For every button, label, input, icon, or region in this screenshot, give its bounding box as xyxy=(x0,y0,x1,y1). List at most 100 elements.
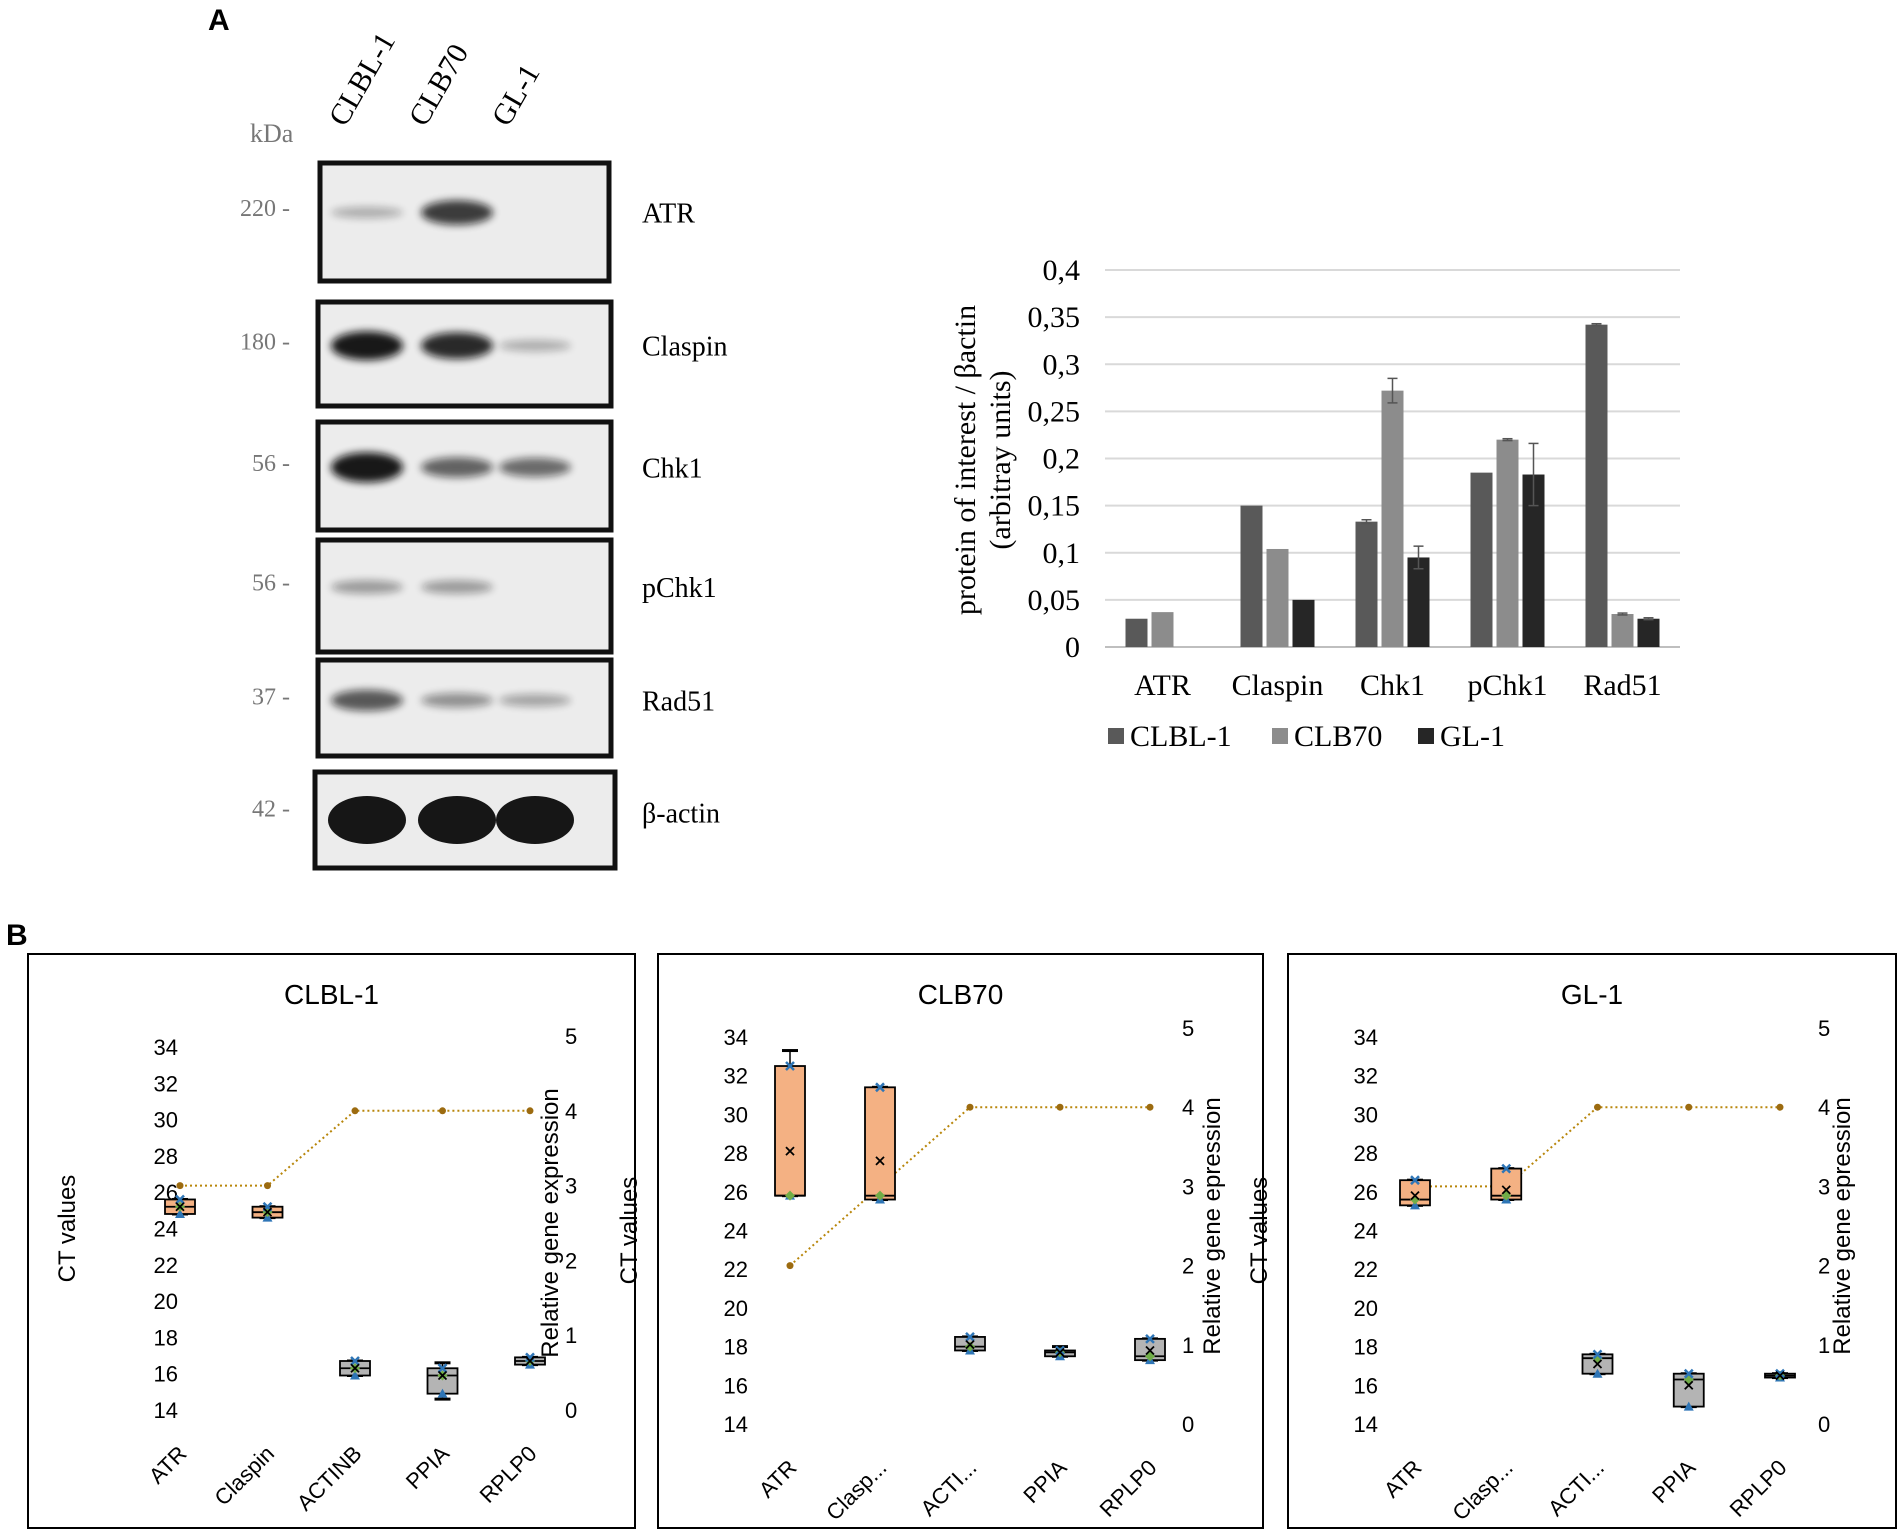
sample-point-cross xyxy=(175,1194,185,1205)
bar xyxy=(1522,474,1545,647)
y-axis-label: protein of interest / βactin xyxy=(949,305,982,615)
bar xyxy=(1125,618,1148,647)
lane-label: CLB70 xyxy=(402,38,475,131)
box-mean-marker xyxy=(875,1156,885,1166)
sample-point-cross xyxy=(350,1356,360,1366)
box-body xyxy=(864,1086,896,1201)
bar-chart: 0 0,05 0,1 0,15 0,2 0,25 0,3 0,35 0,4 protein of … xyxy=(949,254,1680,753)
left-tick-label: 16 xyxy=(1354,1373,1378,1398)
left-tick-label: 14 xyxy=(154,1398,178,1423)
sample-point-triangle xyxy=(175,1208,185,1218)
expression-point xyxy=(786,1262,794,1270)
legend-label: CLBL-1 xyxy=(1130,720,1232,753)
right-tick-label: 2 xyxy=(1818,1254,1830,1279)
bar xyxy=(1470,472,1493,647)
sample-point-cross xyxy=(965,1332,975,1342)
x-tick-label: ATR xyxy=(1134,669,1191,702)
left-tick-label: 30 xyxy=(154,1108,178,1133)
left-tick-label: 28 xyxy=(1354,1141,1378,1166)
right-tick-label: 3 xyxy=(565,1174,577,1199)
blot-band xyxy=(421,580,493,594)
x-tick-label: Chk1 xyxy=(1360,669,1425,702)
blot-band xyxy=(421,693,493,708)
sample-point-cross xyxy=(1055,1345,1065,1356)
sample-point-cross xyxy=(875,1082,885,1093)
panel-title: CLBL-1 xyxy=(284,979,379,1010)
box-mean-marker xyxy=(1684,1380,1694,1390)
sample-point-cross xyxy=(1501,1163,1512,1174)
y-axis-label: (arbitray units) xyxy=(984,370,1017,549)
box-body xyxy=(774,1065,806,1197)
bar xyxy=(1355,521,1378,647)
left-tick-label: 18 xyxy=(1354,1335,1378,1360)
expression-point xyxy=(351,1107,359,1115)
y-tick-label: 0,35 xyxy=(1028,301,1081,334)
panel-title: GL-1 xyxy=(1561,979,1623,1010)
blot-band xyxy=(328,796,406,844)
y-tick-label: 0 xyxy=(1065,631,1080,664)
lane-label: GL-1 xyxy=(485,59,546,132)
left-tick-label: 32 xyxy=(724,1064,748,1089)
right-tick-label: 0 xyxy=(565,1398,577,1423)
left-tick-label: 24 xyxy=(154,1217,178,1242)
left-tick-label: 28 xyxy=(724,1141,748,1166)
expression-point xyxy=(526,1107,534,1115)
lane-label: CLBL-1 xyxy=(322,27,401,132)
protein-label: β-actin xyxy=(642,798,720,829)
bar xyxy=(1381,390,1404,647)
western-blot: kDa CLBL-1 CLB70 GL-1 220 - ATR 180 - Claspin 56… xyxy=(240,27,728,871)
blot-band xyxy=(499,457,571,477)
left-axis-label: CT values xyxy=(1246,1177,1273,1285)
left-tick-label: 18 xyxy=(154,1325,178,1350)
bar xyxy=(1496,439,1519,647)
blot-band xyxy=(418,796,496,844)
box-mean-marker xyxy=(525,1356,535,1366)
sample-point-triangle xyxy=(437,1388,448,1398)
marker-label: 180 - xyxy=(240,330,290,356)
y-tick-label: 0,3 xyxy=(1043,348,1081,381)
box-mean-marker xyxy=(1592,1359,1603,1369)
sample-point-diamond xyxy=(875,1190,885,1201)
left-axis-label: CT values xyxy=(616,1177,643,1285)
left-tick-label: 24 xyxy=(724,1219,748,1244)
right-tick-label: 4 xyxy=(1818,1095,1830,1120)
right-axis-label: Relative gene expression xyxy=(537,1088,564,1358)
blot-band xyxy=(421,457,493,478)
expression-point xyxy=(1594,1103,1601,1111)
left-axis-label: CT values xyxy=(54,1175,81,1283)
sample-point-cross xyxy=(1145,1333,1155,1344)
bar xyxy=(1585,324,1608,647)
sample-point-cross xyxy=(525,1352,535,1363)
right-tick-label: 0 xyxy=(1182,1412,1194,1437)
left-tick-label: 14 xyxy=(1354,1412,1378,1437)
marker-label: 37 - xyxy=(252,684,290,710)
expression-point xyxy=(966,1103,974,1111)
bar xyxy=(1151,612,1174,647)
expression-point xyxy=(1146,1103,1154,1111)
y-tick-label: 0,15 xyxy=(1028,490,1081,523)
protein-label: Claspin xyxy=(642,332,728,363)
right-tick-label: 1 xyxy=(1818,1333,1830,1358)
protein-label: Chk1 xyxy=(642,453,703,484)
sample-point-cross xyxy=(1775,1368,1785,1379)
marker-label: 42 - xyxy=(252,796,290,822)
marker-label: 56 - xyxy=(252,451,290,477)
right-tick-label: 5 xyxy=(1182,1016,1194,1041)
expression-point xyxy=(264,1182,271,1190)
bar xyxy=(1407,557,1430,647)
legend-swatch xyxy=(1108,728,1124,744)
bar xyxy=(1637,618,1660,647)
left-tick-label: 22 xyxy=(724,1257,748,1282)
box-mean-marker xyxy=(1775,1370,1785,1381)
box-mean-marker xyxy=(1410,1191,1420,1201)
expression-line xyxy=(1415,1106,1780,1188)
right-tick-label: 4 xyxy=(565,1099,577,1124)
box-mean-marker xyxy=(262,1207,273,1217)
box-mean-marker xyxy=(350,1363,360,1373)
right-tick-label: 2 xyxy=(565,1248,577,1273)
legend-swatch xyxy=(1418,728,1434,744)
expression-point xyxy=(1685,1103,1693,1111)
right-tick-label: 4 xyxy=(1182,1095,1194,1120)
